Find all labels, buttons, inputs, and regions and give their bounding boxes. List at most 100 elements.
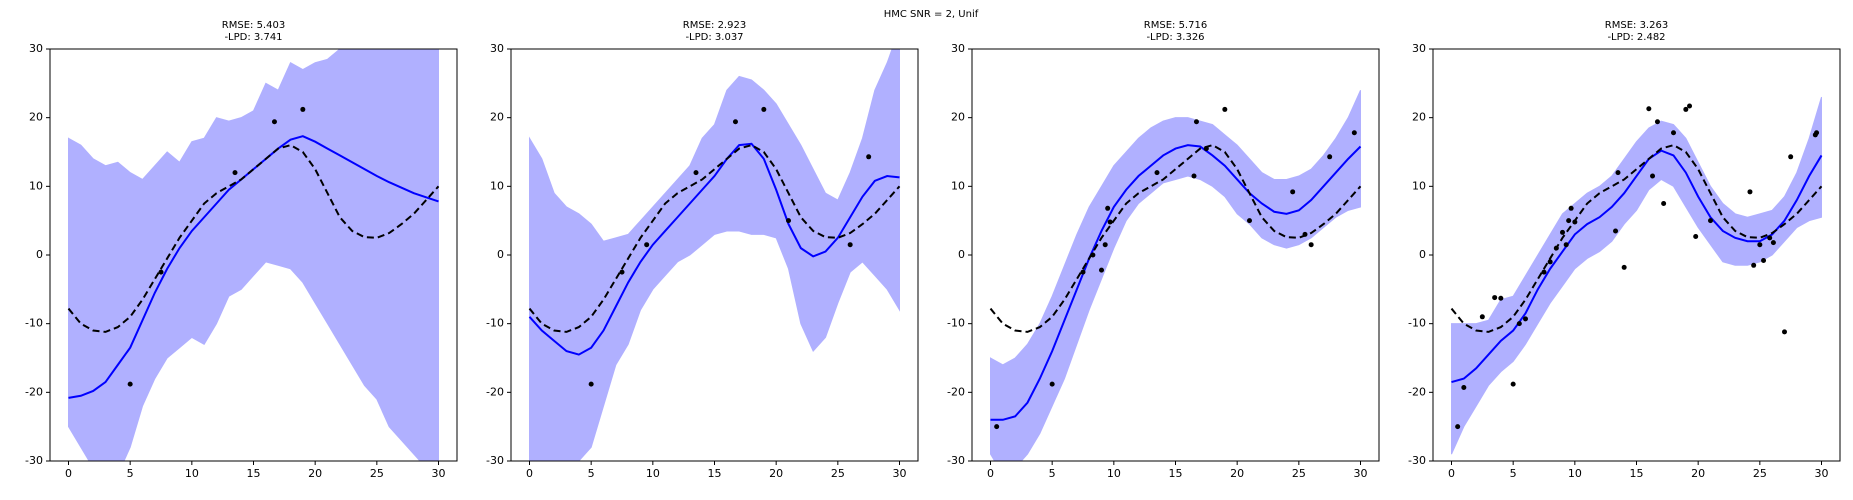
y-tick-label: 10	[1412, 179, 1426, 192]
subplot: 0 5 10 15 20 25 30 -30 -20 -10 0 10 20 30 RMSE: 2.923-…	[486, 20, 919, 480]
data-point	[1767, 235, 1773, 241]
x-tick-label: 20	[1691, 467, 1705, 480]
data-point	[1541, 269, 1547, 275]
y-tick-label: -10	[1408, 317, 1426, 330]
y-tick-label: 10	[951, 179, 965, 192]
data-point	[1523, 316, 1528, 322]
data-point	[619, 269, 625, 275]
x-tick-label: 10	[646, 467, 660, 480]
data-point	[1327, 154, 1333, 160]
data-point	[1757, 242, 1763, 248]
y-tick-label: 20	[1412, 111, 1426, 124]
data-point	[1510, 381, 1516, 387]
data-point	[1770, 240, 1776, 246]
subplot-subtitle: -LPD: 3.037	[685, 32, 743, 43]
data-point	[786, 218, 791, 224]
data-point	[1693, 233, 1699, 239]
data-point	[1290, 189, 1296, 195]
x-tick-label: 30	[893, 467, 907, 480]
x-tick-label: 25	[831, 467, 845, 480]
data-point	[1671, 130, 1676, 136]
y-tick-label: -30	[947, 454, 965, 467]
plot-area	[67, 49, 440, 461]
data-point	[1516, 321, 1522, 327]
data-point	[1203, 146, 1209, 152]
y-tick-label: 0	[1419, 248, 1426, 261]
x-tick-label: 0	[65, 467, 72, 480]
data-point	[693, 170, 699, 176]
data-point	[1498, 295, 1504, 301]
subplot-subtitle: -LPD: 2.482	[1607, 32, 1665, 43]
y-tick-label: -10	[947, 317, 965, 330]
y-tick-label: 30	[1412, 42, 1426, 55]
x-tick-label: 30	[432, 467, 446, 480]
y-tick-label: 30	[951, 42, 965, 55]
data-point	[1193, 119, 1199, 125]
data-point	[1613, 228, 1619, 234]
x-tick-label: 15	[247, 467, 261, 480]
mean-line	[68, 135, 439, 399]
x-tick-label: 25	[1292, 467, 1306, 480]
data-point	[300, 106, 306, 112]
data-point	[644, 242, 650, 248]
data-point	[847, 242, 853, 248]
y-tick-label: 20	[490, 111, 504, 124]
data-point	[1099, 267, 1104, 273]
x-tick-label: 10	[185, 467, 199, 480]
data-point	[1568, 205, 1574, 211]
data-point	[1105, 205, 1111, 211]
uncertainty-band	[990, 89, 1361, 461]
data-point	[1308, 242, 1314, 248]
data-point	[1782, 329, 1787, 335]
data-point	[588, 381, 594, 387]
plot-area	[528, 49, 901, 461]
subplot: 0 5 10 15 20 25 30 -30 -20 -10 0 10 20 30 RMSE: 5.716-…	[947, 20, 1380, 480]
subplot-subtitle: -LPD: 3.741	[224, 32, 282, 43]
x-tick-label: 15	[708, 467, 722, 480]
data-point	[994, 424, 1000, 430]
x-tick-label: 5	[1049, 467, 1056, 480]
data-point	[1154, 170, 1160, 176]
y-tick-label: 0	[497, 248, 504, 261]
data-point	[1222, 106, 1228, 112]
data-point	[1650, 173, 1656, 179]
subplot-title: RMSE: 5.716	[1144, 20, 1207, 31]
data-point	[1751, 262, 1757, 268]
x-tick-label: 20	[769, 467, 783, 480]
y-tick-label: -20	[947, 385, 965, 398]
data-point	[1615, 170, 1621, 176]
data-point	[1814, 130, 1820, 136]
data-point	[1646, 106, 1652, 112]
x-tick-label: 25	[370, 467, 384, 480]
x-tick-label: 0	[526, 467, 533, 480]
x-tick-label: 20	[308, 467, 322, 480]
data-point	[1553, 245, 1559, 251]
data-point	[1572, 219, 1578, 225]
data-point	[271, 119, 277, 125]
y-tick-label: -20	[25, 385, 43, 398]
data-point	[732, 119, 738, 125]
y-tick-label: 20	[951, 111, 965, 124]
mean-line	[1451, 149, 1823, 383]
plot-area	[989, 89, 1362, 461]
data-point	[1683, 106, 1689, 112]
data-point	[1191, 173, 1197, 179]
x-tick-label: 5	[127, 467, 134, 480]
y-tick-label: -30	[486, 454, 504, 467]
x-tick-label: 10	[1107, 467, 1121, 480]
data-point	[866, 154, 872, 160]
data-point	[1461, 385, 1467, 391]
data-point	[1761, 257, 1767, 263]
data-point	[1560, 229, 1565, 235]
x-tick-label: 0	[987, 467, 994, 480]
data-point	[1687, 103, 1693, 109]
y-tick-label: -10	[25, 317, 43, 330]
data-point	[1654, 119, 1660, 125]
y-tick-label: 30	[490, 42, 504, 55]
x-tick-label: 25	[1753, 467, 1767, 480]
y-tick-label: 10	[490, 179, 504, 192]
y-tick-label: 10	[29, 179, 43, 192]
data-point	[1621, 264, 1627, 270]
uncertainty-band	[529, 49, 900, 461]
x-tick-label: 15	[1169, 467, 1183, 480]
